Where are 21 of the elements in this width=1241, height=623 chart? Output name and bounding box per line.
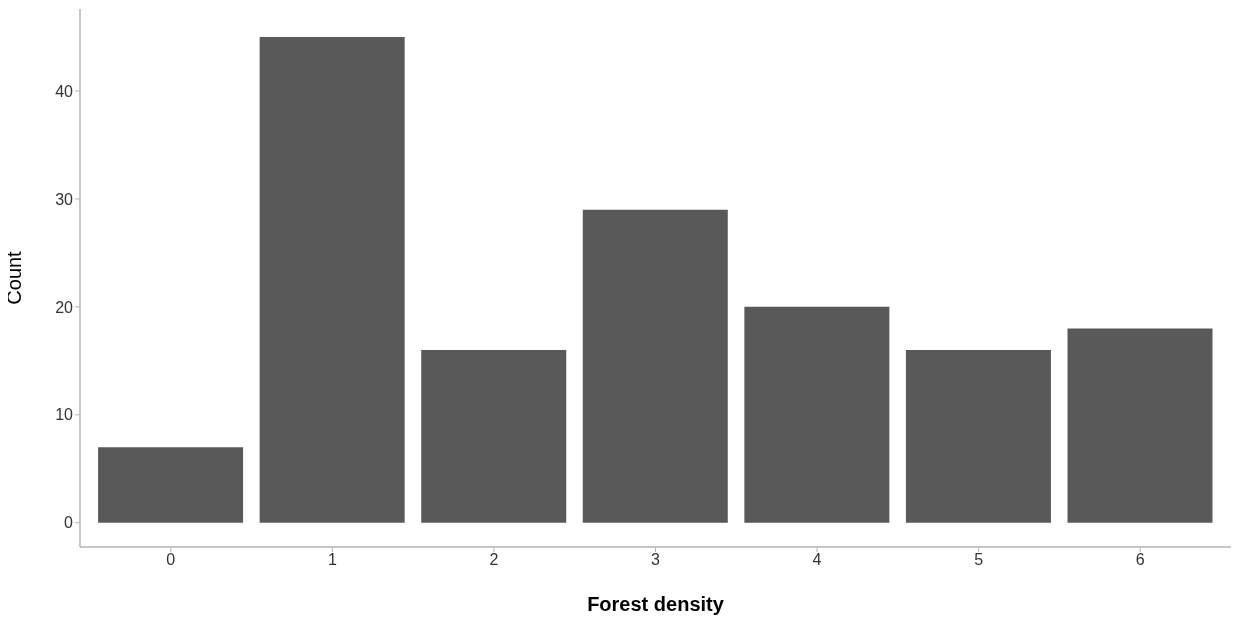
bar — [744, 306, 890, 523]
x-axis-title: Forest density — [587, 593, 725, 615]
x-tick-label: 5 — [974, 551, 984, 569]
x-tick-label: 4 — [812, 551, 822, 569]
y-tick-label: 0 — [64, 514, 74, 532]
x-tick-label: 3 — [651, 551, 661, 569]
y-tick-label: 10 — [55, 406, 74, 424]
bar — [98, 447, 244, 523]
y-tick-label: 20 — [55, 298, 74, 316]
x-tick-label: 6 — [1135, 551, 1145, 569]
bar — [582, 209, 728, 523]
bar — [905, 350, 1051, 523]
bar — [421, 350, 567, 523]
y-axis-title: Count — [3, 250, 26, 305]
x-tick-label: 0 — [166, 551, 176, 569]
y-tick-label: 30 — [55, 190, 74, 208]
y-tick-label: 40 — [55, 82, 74, 100]
bar — [1067, 328, 1213, 523]
bar — [259, 37, 405, 523]
x-tick-label: 2 — [489, 551, 499, 569]
x-tick-label: 1 — [327, 551, 337, 569]
